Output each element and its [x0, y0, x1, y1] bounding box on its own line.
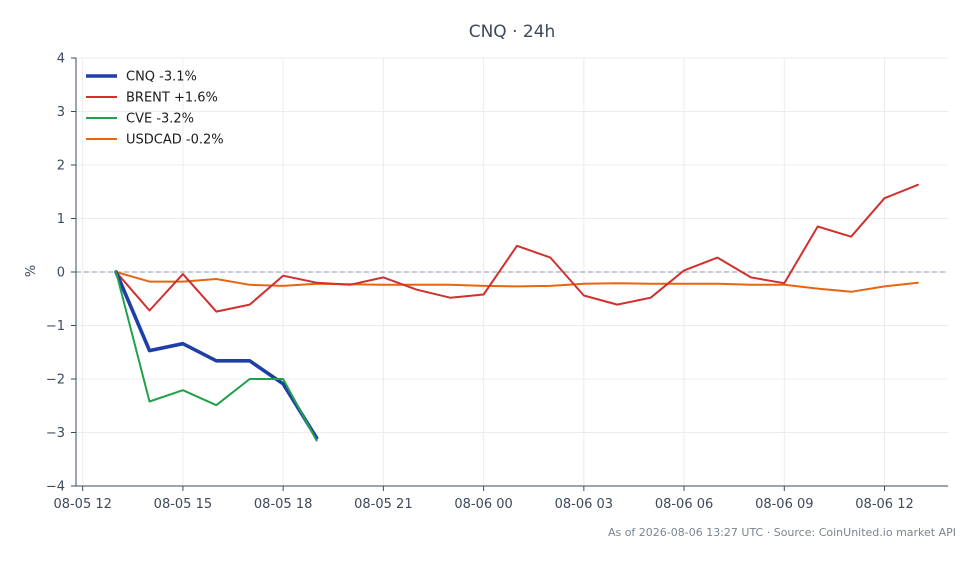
legend-label: CNQ -3.1%	[126, 70, 197, 85]
x-tick-label: 08-05 21	[354, 497, 412, 512]
y-tick-label: 2	[57, 159, 65, 174]
y-tick-label: 3	[57, 105, 65, 120]
x-tick-label: 08-05 12	[53, 497, 111, 512]
series-line-cve	[115, 271, 318, 442]
y-axis-label: %	[24, 265, 39, 277]
chart-title: CNQ · 24h	[469, 22, 556, 42]
y-tick-label: 4	[57, 52, 65, 67]
x-tick-label: 08-05 15	[154, 497, 212, 512]
x-tick-label: 08-06 03	[555, 497, 613, 512]
y-tick-label: 1	[57, 212, 65, 227]
x-tick-label: 08-05 18	[254, 497, 312, 512]
x-tick-label: 08-06 06	[655, 497, 713, 512]
x-tick-label: 08-06 09	[755, 497, 813, 512]
y-tick-label: −4	[46, 480, 65, 495]
x-tick-label: 08-06 12	[855, 497, 913, 512]
y-tick-label: −3	[46, 426, 65, 441]
series-line-usdcad	[115, 271, 919, 293]
line-chart: 4 3 2 1 0 −1 −2 −3 −4 08-05 12 08-05 15 08-05 18 08-…	[24, 22, 948, 513]
series-line-cnq	[114, 270, 319, 440]
x-tick-label: 08-06 00	[454, 497, 512, 512]
y-tick-label: −1	[46, 319, 65, 334]
y-tick-label: −2	[46, 373, 65, 388]
legend-label: USDCAD -0.2%	[126, 133, 224, 148]
legend: CNQ -3.1% BRENT +1.6% CVE -3.2% USDCAD -0.2…	[86, 70, 224, 148]
grid	[76, 57, 948, 487]
y-tick-label: 0	[57, 266, 65, 281]
series-line-brent	[115, 183, 919, 313]
legend-label: CVE -3.2%	[126, 112, 194, 127]
legend-label: BRENT +1.6%	[126, 91, 218, 106]
footer-note: As of 2026-08-06 13:27 UTC · Source: Coi…	[607, 526, 956, 539]
ticks: 4 3 2 1 0 −1 −2 −3 −4 08-05 12 08-05 15 08-05 18 08-…	[46, 52, 914, 513]
series-lines	[114, 183, 919, 442]
